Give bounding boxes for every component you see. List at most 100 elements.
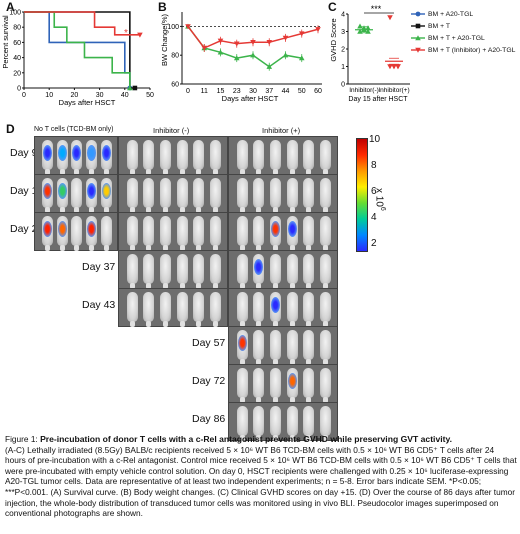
survival-significance: * — [124, 28, 128, 39]
survival-ytick-label: 100 — [9, 10, 21, 17]
survival-ytick-label: 80 — [13, 25, 21, 32]
bli-image-pos — [228, 326, 338, 365]
mouse-image — [209, 140, 221, 175]
gvhd-point — [357, 23, 363, 29]
mouse-image — [303, 406, 315, 441]
mouse-image — [303, 292, 315, 327]
survival-xtick-label: 30 — [96, 92, 104, 99]
mouse-image — [126, 254, 138, 289]
mouse-image — [126, 140, 138, 175]
bli-image-pos — [228, 174, 338, 213]
bli-signal — [287, 373, 297, 389]
bw-point — [298, 55, 305, 61]
mouse-image — [253, 292, 265, 327]
panel-b-label: B — [158, 0, 167, 14]
mouse-image — [319, 330, 331, 365]
mouse-image — [159, 216, 171, 251]
bw-ytick-label: 60 — [171, 82, 179, 89]
mouse-image — [176, 140, 188, 175]
bli-signal — [270, 221, 280, 237]
bw-xtick-label: 60 — [314, 88, 322, 95]
gvhd-point — [387, 15, 393, 21]
mouse-image — [303, 254, 315, 289]
gvhd-ytick-label: 4 — [341, 12, 345, 19]
mouse-image — [286, 140, 298, 175]
bli-signal — [101, 145, 111, 161]
survival-chart: 0 20 40 60 80 100 0 10 20 30 40 50 Percent survival… — [1, 10, 154, 108]
mouse-image — [269, 178, 281, 213]
mouse-image — [143, 140, 155, 175]
mouse-image — [286, 330, 298, 365]
mouse-image — [236, 254, 248, 289]
bli-image-neg — [118, 212, 228, 251]
mouse-image — [193, 292, 205, 327]
mouse-image — [176, 216, 188, 251]
legend-item: BM + T + A20-TGL — [410, 32, 520, 44]
mouse-image — [286, 254, 298, 289]
gvhd-point — [365, 25, 371, 31]
mouse-image — [236, 292, 248, 327]
survival-line-0 — [24, 11, 131, 88]
bw-xtick-label: 44 — [282, 88, 290, 95]
mouse-image — [143, 292, 155, 327]
mouse-image — [209, 254, 221, 289]
survival-xlabel: Days after HSCT — [59, 98, 116, 107]
mouse-image — [209, 178, 221, 213]
bli-signal — [72, 145, 82, 161]
bw-point — [266, 40, 273, 46]
bw-xtick-label: 23 — [233, 88, 241, 95]
day-label: Day 72 — [192, 375, 226, 387]
survival-ytick-label: 20 — [13, 70, 21, 77]
gvhd-xlabel: Day 15 after HSCT — [348, 96, 408, 103]
legend-swatch — [411, 47, 425, 53]
bw-point — [282, 35, 289, 41]
mouse-image — [319, 140, 331, 175]
mouse-image — [126, 216, 138, 251]
bli-colorbar — [356, 138, 368, 252]
mouse-image — [159, 140, 171, 175]
day-label: Day 43 — [82, 299, 116, 311]
mouse-image — [236, 406, 248, 441]
mouse-image — [269, 406, 281, 441]
survival-xtick-label: 50 — [146, 92, 154, 99]
mouse-image — [303, 216, 315, 251]
mouse-image — [303, 140, 315, 175]
day-label: Day 57 — [192, 337, 226, 349]
bli-signal — [42, 145, 52, 161]
bw-line-0 — [187, 25, 302, 68]
legend-item: BM + A20-TGL — [410, 8, 520, 20]
mouse-image — [176, 254, 188, 289]
bli-image-neg — [118, 136, 228, 175]
survival-end-marker-1 — [132, 85, 138, 91]
survival-xtick-label: 10 — [45, 92, 53, 99]
bli-signal — [57, 145, 67, 161]
mouse-image — [236, 368, 248, 403]
day-label: Day 86 — [192, 413, 226, 425]
bli-image-bm — [34, 212, 118, 251]
bli-image-neg — [118, 174, 228, 213]
bw-point — [315, 27, 321, 33]
gvhd-ylabel: GVHD Score — [329, 18, 338, 61]
survival-xtick-label: 40 — [121, 92, 129, 99]
day-label: Day 9 — [10, 147, 38, 159]
caption-fig-label: Figure 1: — [5, 434, 41, 444]
bw-point — [201, 45, 208, 51]
bli-signal — [57, 183, 67, 199]
survival-end-marker-3 — [137, 32, 143, 38]
bli-signal — [87, 183, 97, 199]
colorbar-tick-2: 2 — [371, 238, 377, 249]
bw-point — [250, 40, 256, 46]
survival-line-2 — [24, 11, 131, 88]
colorbar-tick-6: 6 — [371, 186, 377, 197]
survival-line-3 — [24, 11, 140, 36]
legend-label: BM + T — [428, 22, 450, 30]
caption-body: (A-C) Lethally irradiated (8.5Gy) BALB/c… — [5, 444, 517, 519]
mouse-image — [193, 216, 205, 251]
col-header-inhibitor-pos: Inhibitor (+) — [262, 126, 301, 135]
bli-signal — [237, 335, 247, 351]
gvhd-point — [395, 64, 401, 70]
mouse-image — [253, 178, 265, 213]
mouse-image — [319, 406, 331, 441]
mouse-image — [193, 178, 205, 213]
survival-line-1 — [24, 11, 135, 89]
